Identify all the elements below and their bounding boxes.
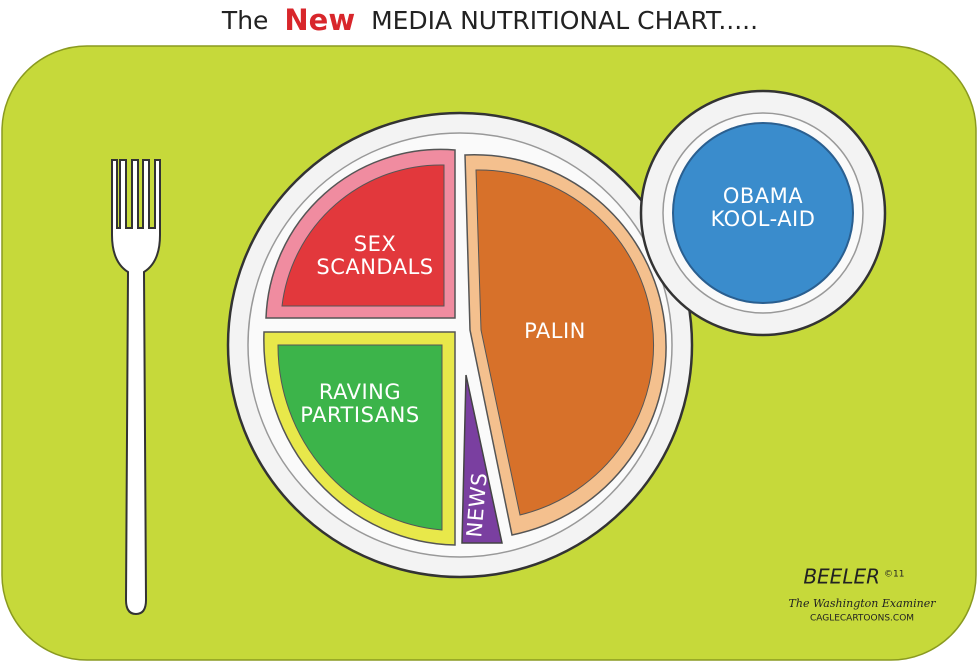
website: CAGLECARTOONS.COM: [810, 614, 914, 624]
section-label: PARTISANS: [300, 403, 419, 427]
bowl-contents: [672, 122, 854, 304]
section-label: PALIN: [524, 319, 586, 343]
section-label: RAVING: [319, 380, 401, 404]
section-raving-partisans: [277, 344, 443, 531]
bowl-label: OBAMA: [723, 184, 803, 208]
title: The New MEDIA NUTRITIONAL CHART.....: [221, 3, 758, 37]
title-after: MEDIA NUTRITIONAL CHART.....: [371, 6, 758, 35]
section-label: SCANDALS: [316, 255, 433, 279]
fork: [111, 159, 161, 616]
section-palin: [475, 169, 654, 516]
section-label: SEX: [354, 232, 397, 256]
title-before: The: [221, 6, 269, 35]
bowl-label: KOOL-AID: [711, 207, 816, 231]
copyright: ©11: [884, 570, 904, 580]
title-highlight: New: [284, 3, 355, 37]
section-label: NEWS: [462, 471, 492, 538]
section-sex-scandals: [281, 164, 445, 307]
section-news: [461, 374, 503, 544]
signature: BEELER: [803, 565, 880, 589]
publication: The Washington Examiner: [789, 597, 937, 610]
